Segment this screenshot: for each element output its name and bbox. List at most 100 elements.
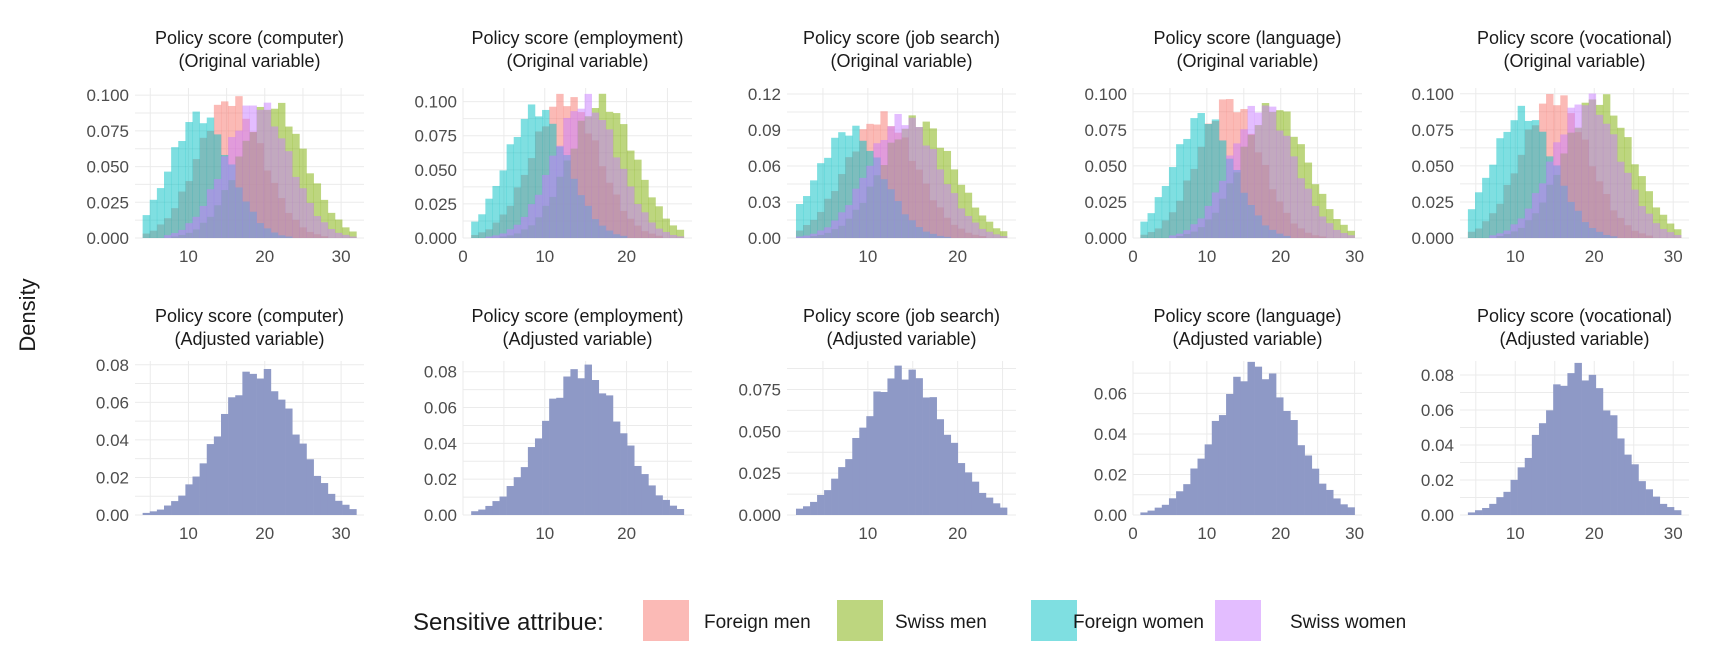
panel-title-line2: (Original variable) (1503, 51, 1645, 71)
histogram-bar (1524, 208, 1533, 238)
histogram-bar (299, 443, 307, 515)
histogram-bar (648, 197, 656, 238)
histogram-bar (795, 236, 804, 238)
histogram-bar (1190, 118, 1198, 238)
histogram-bar (943, 434, 952, 515)
histogram-bar (1311, 205, 1320, 238)
histogram-bar (1268, 373, 1277, 515)
histogram-bar (985, 231, 994, 238)
histogram-bar (1467, 512, 1476, 515)
histogram-bar (185, 223, 193, 238)
histogram-bar (1233, 143, 1241, 238)
histogram-bar (880, 139, 888, 238)
histogram-bar (1154, 197, 1163, 238)
histogram-bar (485, 236, 493, 238)
y-tick-label: 0.04 (96, 431, 129, 450)
histogram-bar (1538, 423, 1547, 515)
y-tick-label: 0.050 (1084, 157, 1127, 176)
histogram-bar (506, 229, 515, 238)
histogram-bar (1204, 205, 1213, 238)
histogram-bar (1524, 457, 1533, 515)
histogram-bar (306, 459, 314, 515)
histogram-bar (1247, 105, 1255, 238)
panel-title-line1: Policy score (job search) (803, 306, 1000, 326)
y-tick-label: 0.09 (748, 121, 781, 140)
histogram-bar (499, 233, 507, 238)
panel-title-line2: (Adjusted variable) (826, 329, 976, 349)
histogram-bar (334, 500, 343, 515)
histogram-bar (1240, 129, 1248, 238)
histogram-bar (577, 378, 585, 515)
y-tick-label: 0.050 (1411, 157, 1454, 176)
histogram-bar (831, 137, 839, 238)
histogram-bar (964, 472, 973, 515)
x-tick-label: 10 (858, 247, 877, 266)
histogram-bar (542, 174, 550, 238)
histogram-bar (1311, 468, 1320, 515)
histogram-bar (1197, 113, 1205, 238)
panel-4: Policy score (language) (Original variabl… (1084, 28, 1364, 266)
y-tick-label: 0.025 (738, 464, 781, 483)
histogram-bar (506, 486, 515, 515)
histogram-bar (1190, 468, 1198, 515)
y-tick-label: 0.06 (1094, 384, 1127, 403)
histogram-bar (1574, 362, 1582, 515)
panel-title-line1: Policy score (computer) (155, 28, 344, 48)
histogram-bar (810, 180, 818, 238)
x-tick-label: 20 (1271, 247, 1290, 266)
panel-title-line2: (Original variable) (830, 51, 972, 71)
histogram-bar (1226, 393, 1234, 515)
histogram-bar (285, 151, 293, 238)
histogram-bar (1645, 489, 1653, 515)
histogram-bar (591, 112, 600, 238)
x-tick-label: 0 (1128, 524, 1137, 543)
histogram-bar (950, 442, 959, 515)
histogram-bar (1333, 219, 1341, 238)
histogram-bar (662, 231, 670, 238)
histogram-bar (492, 501, 500, 515)
histogram-bar (1176, 233, 1184, 238)
histogram-bar (1218, 415, 1227, 515)
histogram-bar (985, 497, 994, 515)
histogram-bar (1140, 512, 1148, 515)
histogram-bar (1489, 164, 1497, 238)
histogram-bar (1276, 130, 1284, 238)
histogram-bar (221, 156, 229, 238)
histogram-bar (634, 159, 642, 238)
x-tick-label: 20 (1585, 524, 1604, 543)
histogram-bar (263, 102, 272, 239)
histogram-bar (943, 184, 952, 238)
legend-title: Sensitive attribue: (413, 609, 604, 636)
histogram-bar (634, 204, 642, 238)
histogram-bar (922, 397, 930, 515)
histogram-bar (542, 109, 550, 238)
histogram-bar (1183, 484, 1191, 515)
histogram-bar (1261, 379, 1270, 515)
x-tick-label: 20 (617, 524, 636, 543)
histogram-bar (1211, 420, 1220, 515)
legend-key-foreign-men (643, 600, 689, 641)
histogram-bar (1666, 507, 1675, 515)
histogram-bar (334, 219, 343, 238)
histogram-bar (1524, 120, 1533, 238)
histogram-bar (1652, 207, 1661, 238)
histogram-bar (957, 208, 966, 238)
y-tick-label: 0.000 (738, 506, 781, 525)
histogram-bar (1595, 114, 1604, 238)
histogram-bar (999, 231, 1008, 238)
histogram-bar (342, 234, 350, 238)
histogram-bar (1140, 221, 1148, 238)
histogram-bar (985, 221, 994, 238)
histogram-bar (1617, 438, 1625, 515)
y-tick-label: 0.08 (424, 363, 457, 382)
legend-label-swiss-women: Swiss women (1290, 612, 1406, 633)
histogram-bar (669, 225, 678, 238)
histogram-bar (810, 501, 818, 515)
histogram-bar (831, 478, 839, 515)
x-tick-label: 20 (255, 247, 274, 266)
histogram-bar (1503, 491, 1511, 515)
histogram-bar (817, 230, 825, 238)
histogram-bar (1666, 232, 1675, 238)
y-tick-label: 0.075 (414, 127, 457, 146)
legend-key-swiss-women (1215, 600, 1261, 641)
